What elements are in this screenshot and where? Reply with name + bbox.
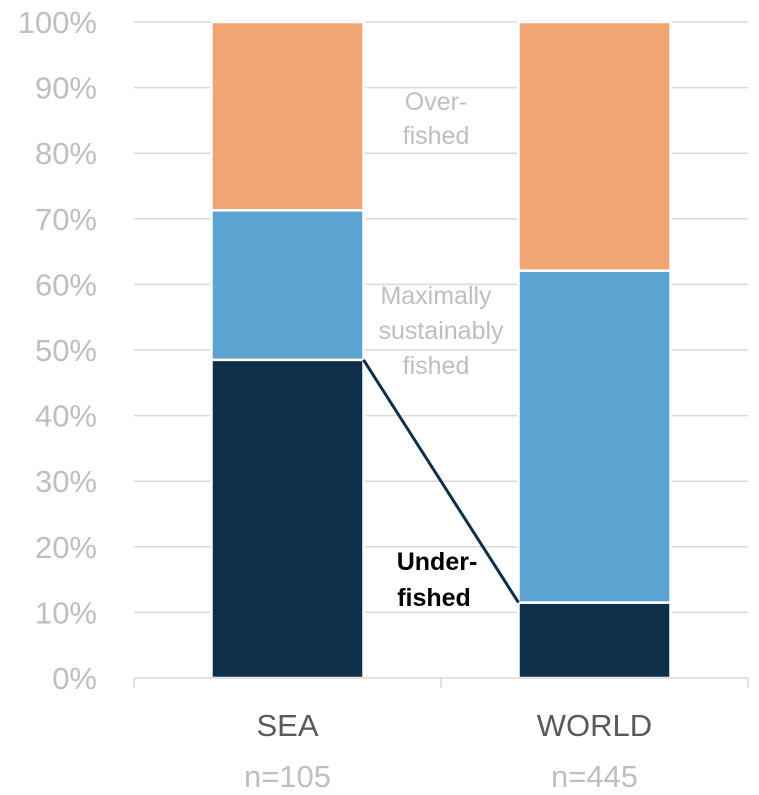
overfished-label-line2: fished <box>403 122 470 150</box>
y-tick-label: 10% <box>35 595 97 630</box>
y-tick-label: 30% <box>35 464 97 499</box>
sample-size-world: n=445 <box>551 759 638 794</box>
y-tick-label: 80% <box>35 136 97 171</box>
y-axis-tick-labels: 0% 10% 20% 30% 40% 50% 60% 70% 80% 90% 100% <box>18 5 97 696</box>
annotation-overfished: Over- fished <box>403 88 470 150</box>
msf-label-line3: fished <box>403 352 470 380</box>
underfished-connector-line <box>362 359 520 604</box>
y-tick-label: 100% <box>18 5 97 40</box>
y-tick-label: 60% <box>35 267 97 302</box>
bar-segment-under-fished-sea <box>210 358 365 680</box>
bar-segment-under-fished-world <box>517 601 672 680</box>
msf-label-line1: Maximally <box>380 282 492 310</box>
category-label-world: WORLD <box>537 708 652 743</box>
bars <box>210 20 672 680</box>
bar-segment-maximally-sustainably-fished-world <box>517 269 672 604</box>
x-axis <box>133 677 749 688</box>
bar-segment-over-fished-sea <box>210 20 365 212</box>
annotation-underfished: Under- fished <box>397 548 478 612</box>
y-tick-label: 50% <box>35 333 97 368</box>
y-tick-label: 90% <box>35 71 97 106</box>
y-tick-label: 20% <box>35 530 97 565</box>
y-tick-label: 40% <box>35 399 97 434</box>
bar-segment-over-fished-world <box>517 20 672 272</box>
msf-label-line2: sustainably <box>378 317 504 345</box>
sample-size-sea: n=105 <box>244 759 331 794</box>
overfished-label-line1: Over- <box>405 88 468 116</box>
annotation-maximally-sustainably-fished: Maximally sustainably fished <box>378 282 504 380</box>
y-tick-label: 70% <box>35 202 97 237</box>
underfished-label-line1: Under- <box>397 548 478 576</box>
category-label-sea: SEA <box>256 708 318 743</box>
underfished-label-line2: fished <box>397 584 471 612</box>
bar-segment-maximally-sustainably-fished-sea <box>210 209 365 362</box>
y-tick-label: 0% <box>52 661 97 696</box>
